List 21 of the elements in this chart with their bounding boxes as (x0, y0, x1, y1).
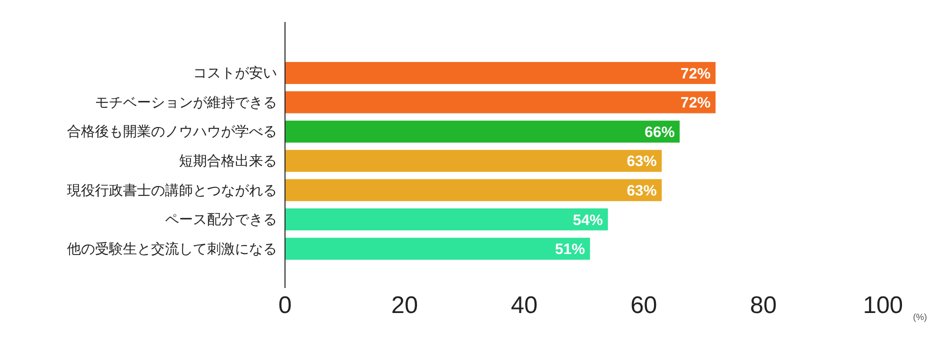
x-tick-label: 100 (862, 292, 904, 320)
y-tick-label: 現役行政書士の講師とつながれる (67, 182, 277, 198)
x-tick-label: 60 (630, 292, 658, 320)
x-tick-label: 40 (510, 292, 538, 320)
x-tick-label: 0 (278, 292, 292, 320)
x-axis-title: (%) (913, 312, 927, 322)
y-tick-label: 合格後も開業のノウハウが学べる (67, 123, 277, 140)
data-label: 63% (626, 182, 657, 200)
y-tick-label: 他の受験生と交流して刺激になる (67, 240, 277, 256)
data-label: 54% (572, 212, 603, 229)
y-tick-label: モチベーションが維持できる (95, 94, 277, 110)
y-tick-label: コストが安い (193, 64, 277, 81)
y-tick-label: ペース配分できる (165, 211, 277, 228)
data-label: 72% (680, 65, 711, 82)
data-label: 72% (680, 94, 711, 112)
data-label: 66% (644, 124, 675, 141)
data-label: 63% (626, 153, 657, 170)
x-tick-label: 80 (750, 292, 777, 320)
x-tick-label: 20 (391, 292, 418, 320)
y-tick-label: 短期合格出来る (179, 152, 277, 168)
data-label: 51% (554, 241, 585, 258)
